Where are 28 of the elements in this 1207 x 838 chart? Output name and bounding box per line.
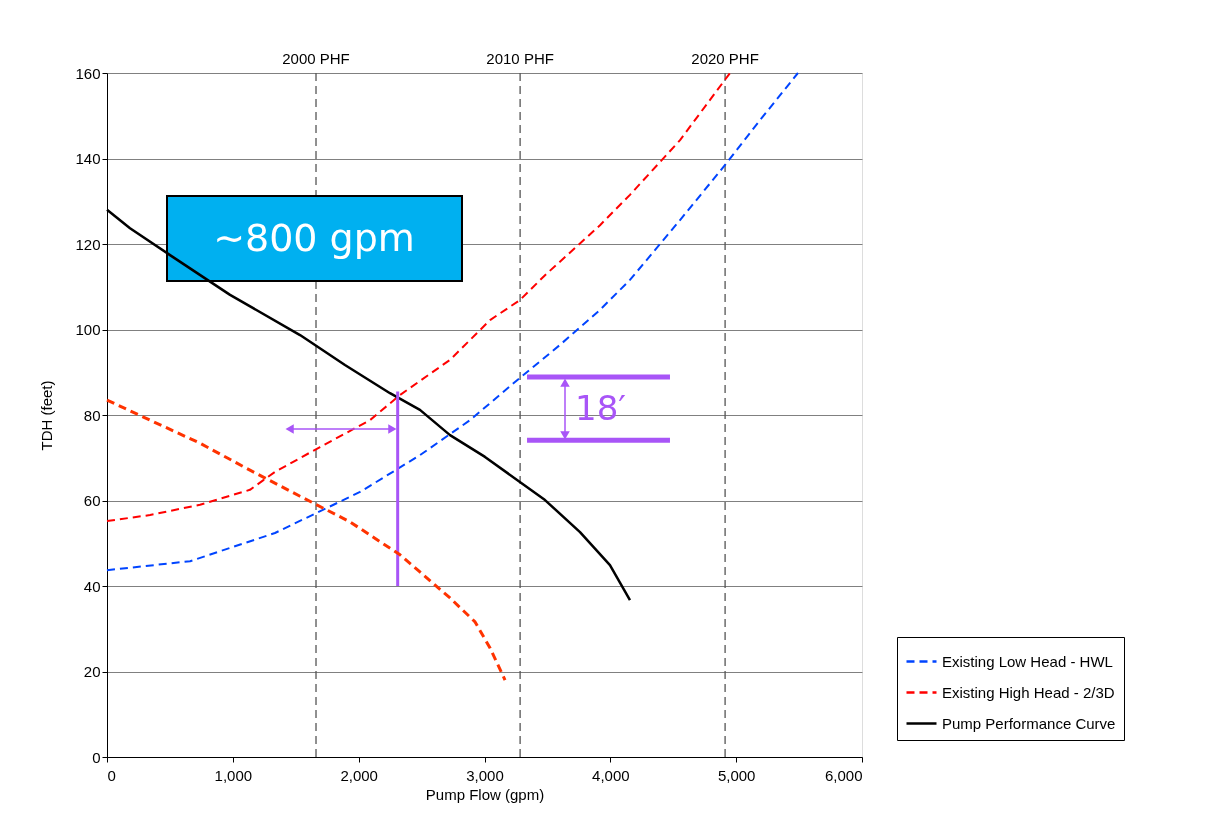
- x-axis-title: Pump Flow (gpm): [425, 785, 545, 803]
- line-series: [106, 72, 799, 572]
- x-tick-label: 2,000: [340, 766, 378, 784]
- x-tick-label: 1,000: [214, 766, 253, 784]
- annotation: ∼800 gpm: [213, 216, 415, 260]
- y-tick-label: 140: [75, 150, 101, 167]
- x-tick-label: 6,000: [824, 766, 863, 784]
- y-tick-label: 120: [75, 235, 101, 253]
- x-tick-label: 3,000: [466, 766, 504, 784]
- x-tick-label: 5,000: [717, 766, 756, 784]
- x-tick-label: 0: [107, 766, 116, 784]
- y-tick-label: 60: [83, 492, 101, 509]
- legend-label: Existing Low Head - HWL: [942, 652, 1113, 670]
- y-tick-label: 160: [75, 64, 101, 82]
- legend-label: Pump Performance Curve: [942, 714, 1116, 732]
- legend-label: Existing High Head - 2/3D: [942, 683, 1115, 701]
- line-series: [106, 72, 731, 523]
- y-tick-label: 20: [83, 663, 101, 680]
- x-tick-label: 4,000: [592, 766, 630, 784]
- y-tick-label: 100: [75, 321, 101, 338]
- y-tick-label: 0: [92, 748, 101, 766]
- ref-line-label: 2010 PHF: [486, 50, 554, 67]
- y-axis-title: TDH (feet): [38, 380, 56, 451]
- y-tick-label: 40: [83, 577, 101, 595]
- line-series: [105, 398, 507, 682]
- ref-line-label: 2020 PHF: [691, 50, 759, 67]
- ref-line-label: 2000 PHF: [282, 50, 350, 67]
- y-tick-label: 80: [83, 406, 101, 424]
